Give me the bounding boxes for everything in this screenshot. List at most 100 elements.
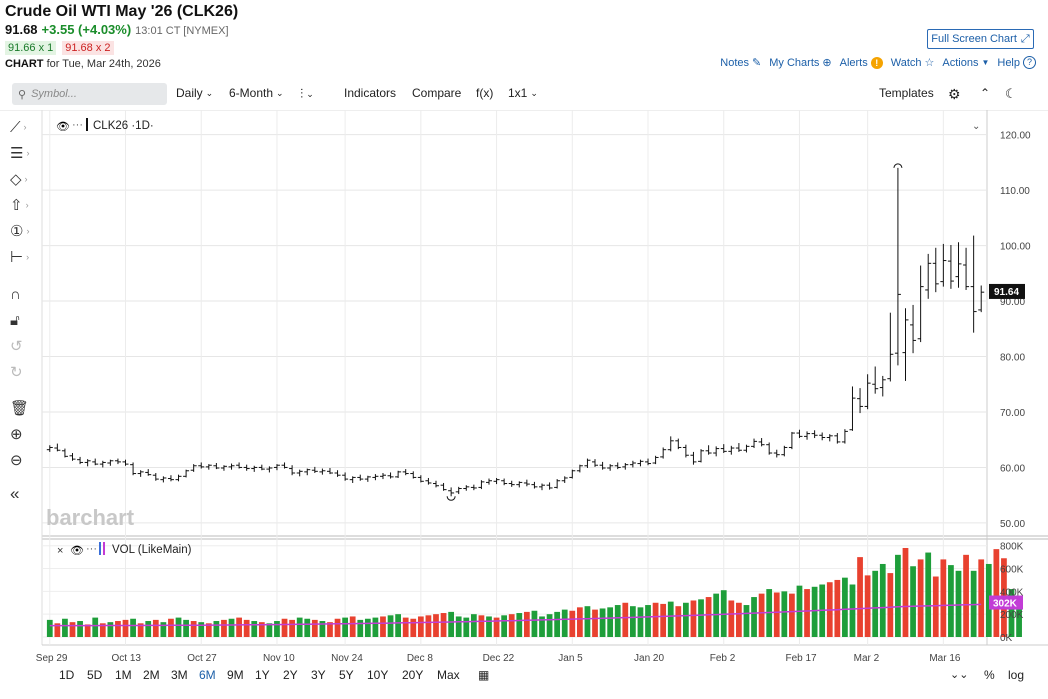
volume-bar [183, 619, 189, 637]
actions-menu[interactable]: Actions ▼ [942, 57, 989, 69]
settings-gear-icon[interactable]: ⚙ [948, 86, 961, 102]
volume-bar [296, 617, 303, 637]
measure-tool[interactable]: ⊢ › [10, 249, 30, 266]
ohlc-bar [682, 444, 689, 458]
trash-icon[interactable]: 🗑︎ [10, 400, 30, 417]
ohlc-bar [917, 265, 924, 343]
help-link[interactable]: Help? [997, 56, 1036, 69]
notes-link[interactable]: Notes ✎ [720, 56, 761, 70]
shape-tool[interactable]: ◇ › [10, 171, 28, 188]
range-button-5y[interactable]: 5Y [339, 668, 354, 682]
eye-icon[interactable]: 👁︎ [56, 120, 70, 133]
volume-bar [274, 621, 280, 637]
volume-bar [175, 617, 182, 637]
ohlc-bar [516, 481, 523, 488]
range-button-2y[interactable]: 2Y [283, 668, 298, 682]
double-chevron-down-icon[interactable]: ⌄⌄ [950, 669, 969, 681]
symbol-search[interactable]: ⚲ Symbol... [12, 83, 167, 105]
zoom-in-icon[interactable]: ⊕ [10, 426, 23, 443]
search-input[interactable]: Symbol... [31, 88, 77, 100]
zoom-out-icon[interactable]: ⊖ [10, 452, 23, 469]
measure-icon: ⊢ [10, 249, 24, 266]
volume-bar [857, 557, 863, 637]
ohlc-bar [54, 443, 61, 452]
range-button-max[interactable]: Max [437, 668, 460, 682]
bid-ask: 91.66 x 1 91.68 x 2 [5, 41, 114, 55]
ohlc-bar [713, 446, 720, 457]
range-button-5d[interactable]: 5D [87, 668, 103, 682]
compare-button[interactable]: Compare [412, 86, 461, 100]
pane-collapse-chevron-icon[interactable]: ⌄ [972, 121, 980, 132]
ohlc-bar [887, 312, 894, 382]
range-button-3m[interactable]: 3M [171, 668, 188, 682]
undo-icon[interactable]: ↺ [10, 338, 23, 355]
range-button-1y[interactable]: 1Y [255, 668, 270, 682]
collapse-left-icon[interactable]: « [10, 484, 20, 503]
templates-button[interactable]: Templates [879, 86, 934, 100]
search-icon: ⚲ [18, 88, 27, 101]
ohlc-bar [372, 474, 379, 481]
log-toggle[interactable]: log [1008, 668, 1025, 682]
dark-mode-moon-icon[interactable]: ☾ [1005, 86, 1017, 101]
range-button-20y[interactable]: 20Y [402, 668, 424, 682]
redo-icon[interactable]: ↻ [10, 364, 23, 381]
volume-bar [402, 617, 409, 637]
alert-icon: ! [870, 56, 883, 69]
range-button-6m[interactable]: 6M [199, 668, 216, 682]
watch-link[interactable]: Watch ☆ [891, 56, 935, 70]
volume-bar [667, 601, 674, 637]
chart-type-select[interactable]: ⫶ ⌄ [300, 86, 314, 102]
volume-bar [948, 565, 954, 637]
full-screen-chart-button[interactable]: Full Screen Chart ⤢ [927, 29, 1034, 49]
layout-select[interactable]: 1x1 ⌄ [508, 86, 538, 100]
bid-badge: 91.66 x 1 [5, 41, 57, 55]
alerts-link[interactable]: Alerts! [840, 56, 883, 69]
templates-label: Templates [879, 86, 934, 100]
range-button-9m[interactable]: 9M [227, 668, 244, 682]
chart-canvas[interactable]: barchart 50.00 60.00 70.00 80.00 90.00 100.00… [0, 110, 1048, 665]
fib-tool[interactable]: ☰ › [10, 145, 30, 162]
volume-bar [849, 584, 856, 637]
magnet-icon[interactable]: ∩ [10, 285, 21, 303]
trendline-tool[interactable]: ⟋ › [10, 118, 27, 136]
volume-bar [683, 602, 689, 637]
volume-bar [879, 563, 886, 637]
range-button-1d[interactable]: 1D [59, 668, 75, 682]
ohlc-bar [645, 458, 652, 466]
collapse-up-icon[interactable]: ⌃ [980, 86, 991, 100]
volume-moving-average-line [49, 603, 982, 627]
range-button-3y[interactable]: 3Y [311, 668, 326, 682]
eye-icon[interactable]: 👁︎ [70, 544, 84, 557]
interval-select[interactable]: Daily ⌄ [176, 86, 213, 100]
more-dots-icon[interactable]: ··· [72, 119, 83, 131]
barchart-watermark: barchart [46, 505, 135, 530]
ohlc-bar [395, 470, 402, 478]
annotation-tool[interactable]: ① › [10, 223, 30, 240]
close-icon[interactable]: × [57, 545, 63, 557]
my-charts-link[interactable]: My Charts ⊕ [769, 56, 831, 70]
range-button-1m[interactable]: 1M [115, 668, 132, 682]
volume-bar [478, 615, 485, 637]
volume-bar [546, 614, 553, 637]
fx-button[interactable]: f(x) [476, 86, 493, 100]
volume-bar [357, 619, 364, 637]
more-dots-icon[interactable]: ··· [86, 543, 97, 555]
range-button-10y[interactable]: 10Y [367, 668, 389, 682]
indicators-button[interactable]: Indicators [344, 86, 396, 100]
ohlc-bar [425, 477, 432, 485]
arrow-tool[interactable]: ⇧ › [10, 197, 29, 214]
percent-toggle[interactable]: % [984, 668, 995, 682]
lock-icon[interactable]: 🔓︎ [10, 311, 20, 329]
volume-bar [304, 618, 311, 637]
volume-bar [516, 613, 523, 637]
ohlc-bar [546, 482, 553, 490]
volume-bar [917, 559, 924, 637]
volume-bar [448, 611, 455, 637]
ohlc-bar [364, 475, 371, 482]
range-button-2m[interactable]: 2M [143, 668, 160, 682]
calendar-icon[interactable]: ▦ [478, 668, 490, 682]
volume-bar [743, 605, 750, 637]
period-select[interactable]: 6-Month ⌄ [229, 86, 284, 100]
price-change: +3.55 (+4.03%) [41, 22, 132, 37]
last-price-tag: 91.64 [989, 283, 1025, 299]
